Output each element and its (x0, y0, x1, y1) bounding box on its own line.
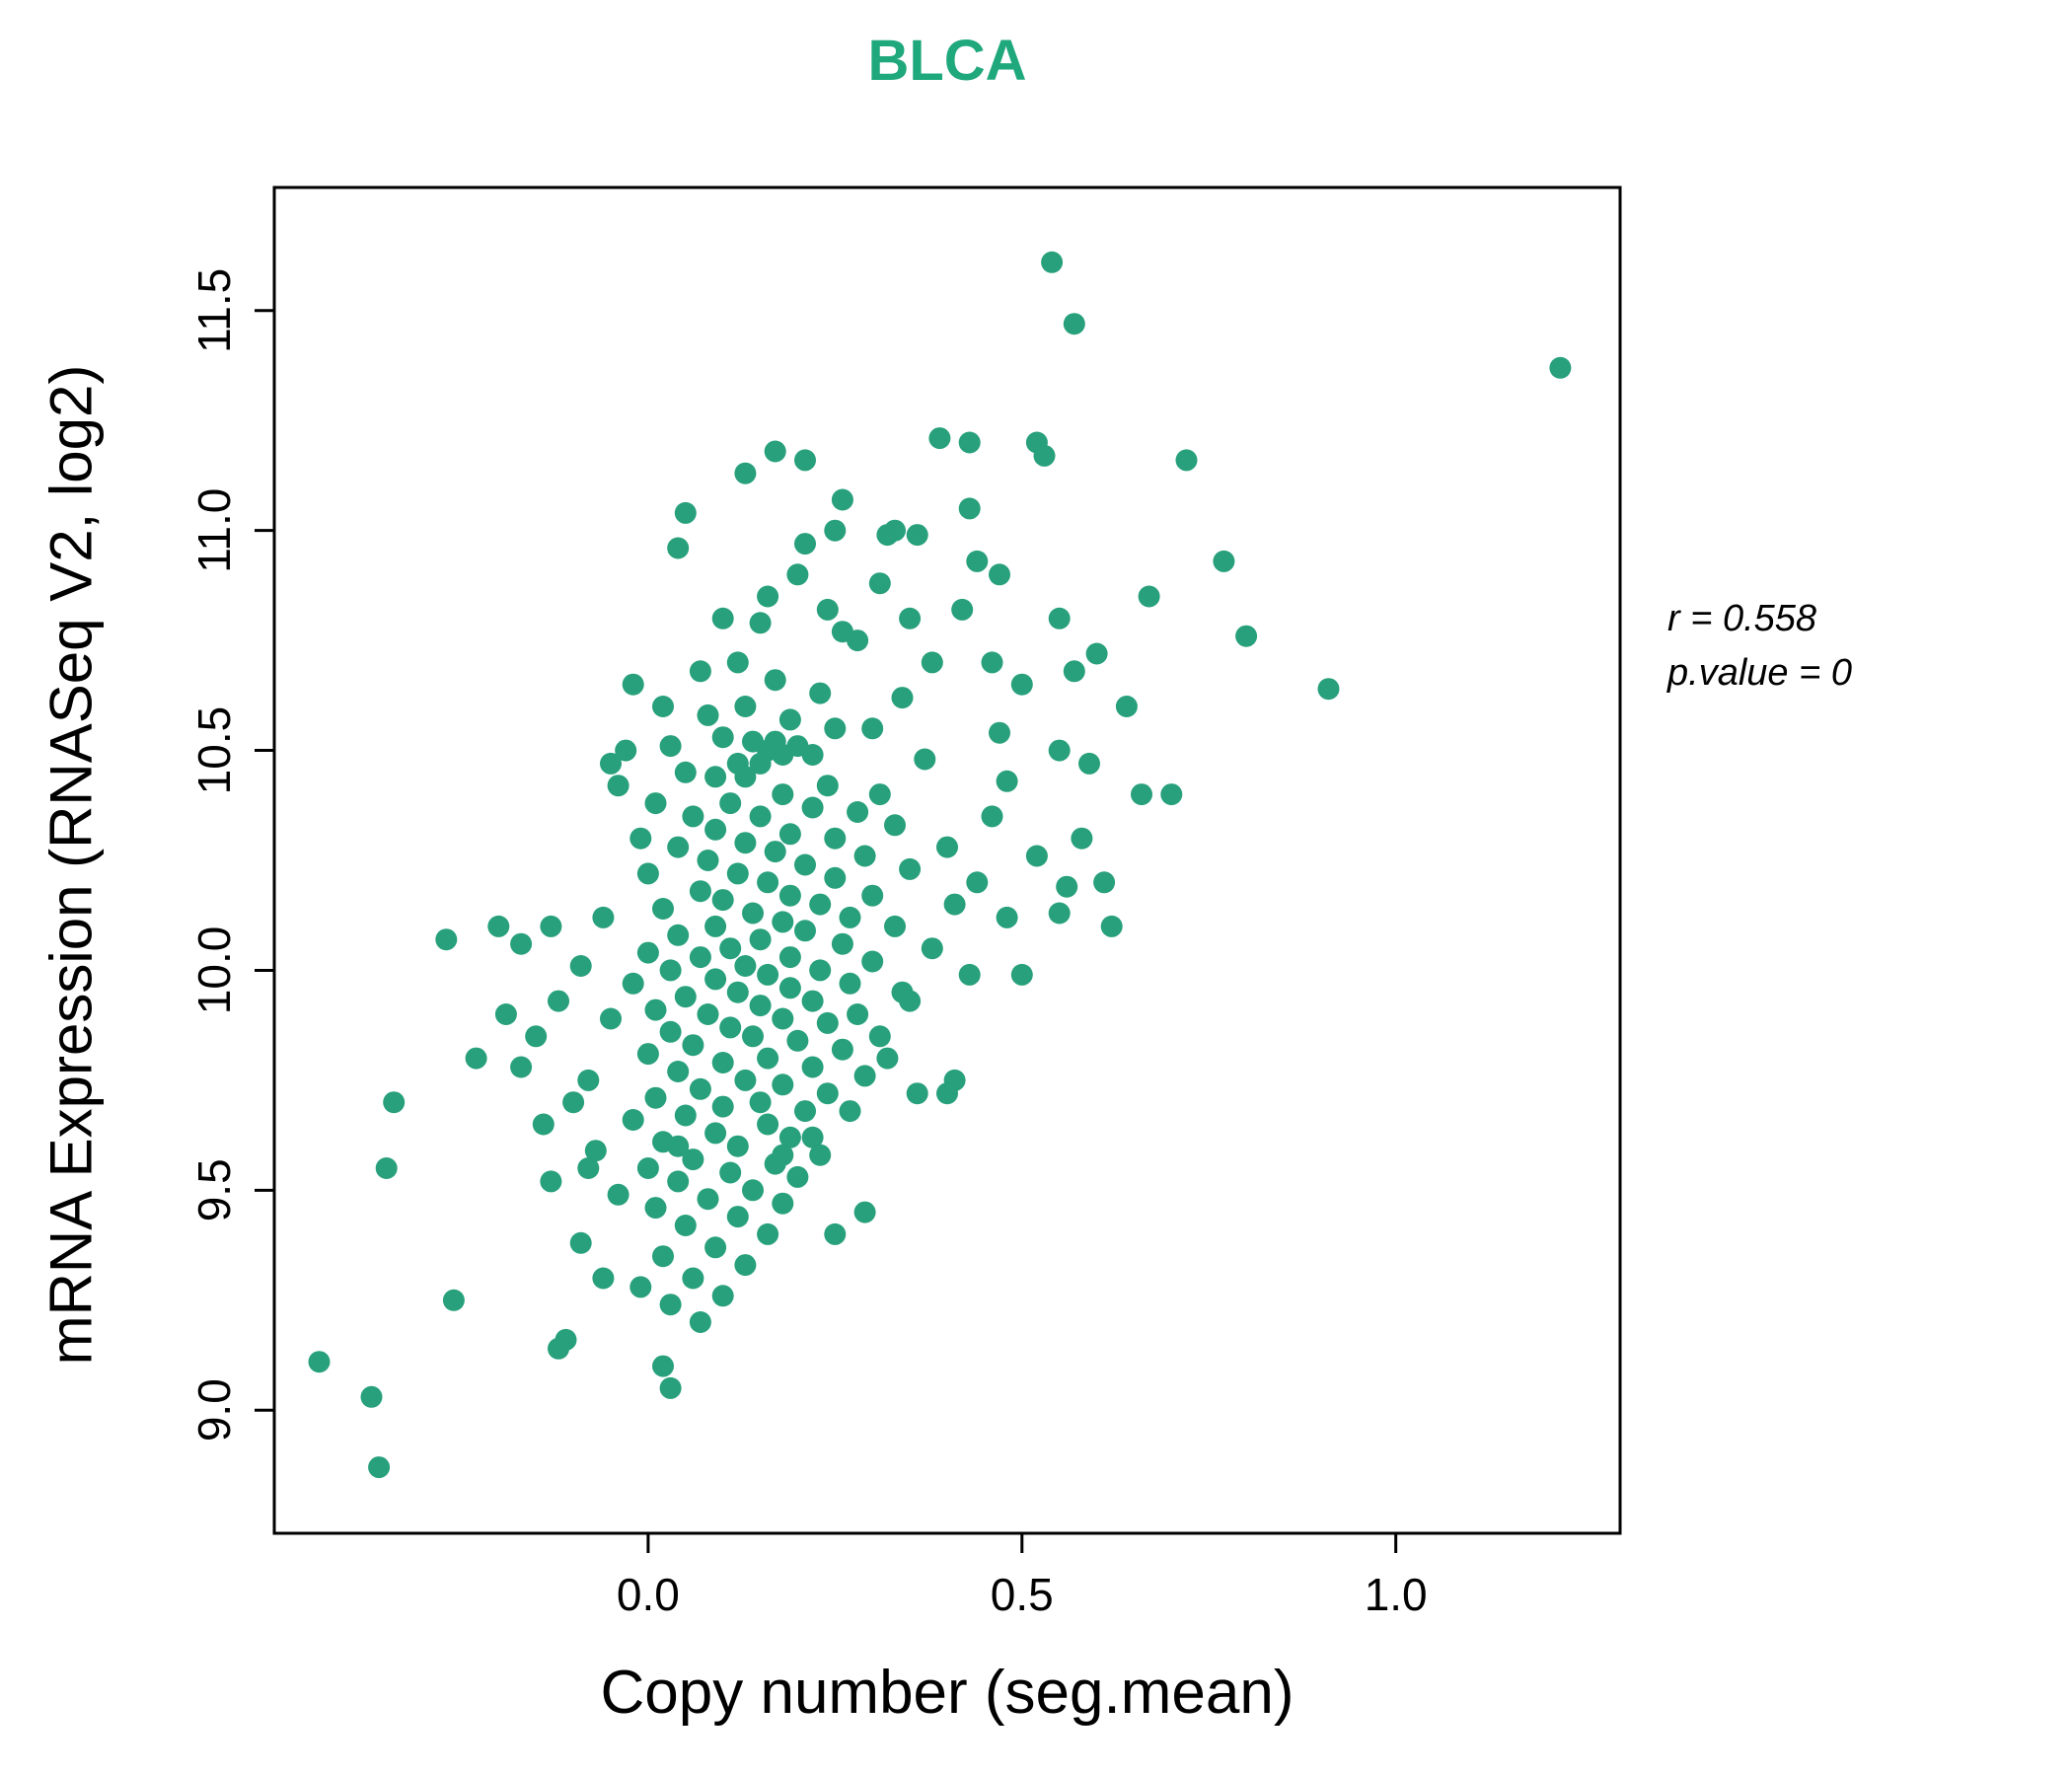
svg-text:10.0: 10.0 (188, 926, 240, 1015)
svg-text:1.0: 1.0 (1365, 1569, 1428, 1620)
svg-text:11.0: 11.0 (188, 488, 240, 573)
svg-text:10.5: 10.5 (188, 706, 240, 795)
svg-text:0.0: 0.0 (617, 1569, 680, 1620)
scatter-plot-area: 0.0 0.5 1.0 9.0 9.5 10.0 10.5 11.0 11.5 (188, 185, 1622, 1620)
svg-text:0.5: 0.5 (991, 1569, 1054, 1620)
p-value-text: p.value = 0 (1667, 652, 1852, 695)
y-axis-label: mRNA Expression (RNASeq V2, log2) (37, 364, 105, 1366)
x-axis-label: Copy number (seg.mean) (600, 1659, 1295, 1727)
svg-text:11.5: 11.5 (188, 268, 240, 353)
correlation-annotation: r = 0.558 p.value = 0 (1667, 592, 1852, 701)
chart-title: BLCA (867, 29, 1027, 93)
svg-text:9.5: 9.5 (188, 1158, 240, 1221)
svg-text:9.0: 9.0 (188, 1378, 240, 1442)
r-value-text: r = 0.558 (1667, 598, 1817, 639)
